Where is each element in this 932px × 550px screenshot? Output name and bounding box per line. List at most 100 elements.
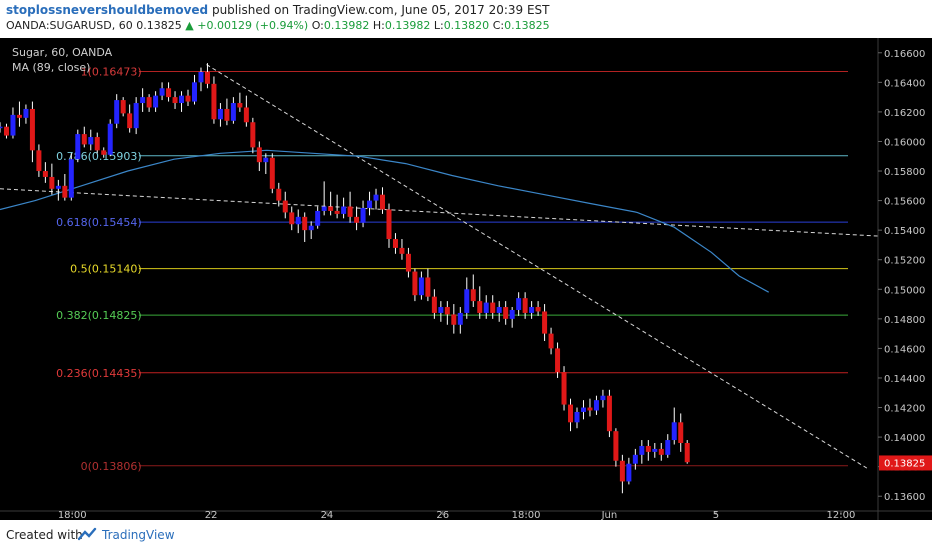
candle-101: [652, 443, 658, 458]
candle-body-22: [140, 97, 146, 104]
candle-body-47: [302, 216, 308, 231]
published-text: published on TradingView.com, June 05, 2…: [211, 3, 550, 17]
open-value: 0.13982: [323, 19, 370, 32]
candle-102: [658, 443, 664, 461]
candle-68: [438, 301, 444, 322]
candle-91: [587, 398, 593, 417]
candle-81: [522, 292, 528, 319]
candle-body-25: [159, 88, 165, 96]
candle-34: [217, 103, 223, 127]
legend-title: Sugar, 60, OANDA: [12, 46, 113, 59]
candle-50: [321, 181, 327, 216]
candle-body-49: [315, 210, 321, 226]
candle-90: [580, 400, 586, 420]
candle-body-64: [412, 271, 418, 296]
candle-body-78: [503, 307, 509, 319]
price-tag-box: [879, 455, 932, 471]
created-with-label: Created with: [6, 528, 83, 542]
candle-56: [360, 200, 366, 228]
high-value: 0.13982: [384, 19, 431, 32]
candle-60: [386, 203, 392, 248]
candle-body-71: [457, 312, 463, 325]
candle-body-94: [606, 395, 612, 432]
tradingview-logo-icon[interactable]: [78, 527, 98, 541]
candle-body-106: [684, 443, 690, 463]
candles: [0, 63, 690, 494]
candle-body-58: [373, 194, 379, 201]
candle-24: [153, 91, 159, 112]
candle-22: [140, 88, 146, 112]
candle-body-84: [542, 311, 548, 334]
candle-25: [159, 82, 165, 101]
tradingview-brand-link[interactable]: TradingView: [102, 528, 175, 542]
candle-body-50: [321, 206, 327, 211]
fib-label-3: 0.5(0.15140): [70, 263, 142, 276]
candle-97: [626, 457, 632, 485]
low-label: L:: [433, 19, 444, 32]
time-axis[interactable]: 18:00 22 24 26 18:00 Jun 5 12:00: [58, 510, 856, 520]
change-value: +0.00129 (+0.94%): [197, 19, 309, 32]
plot-area[interactable]: [0, 38, 878, 511]
candle-10: [62, 173, 68, 201]
candle-103: [665, 434, 671, 458]
candle-body-68: [438, 307, 444, 313]
candle-body-63: [405, 253, 411, 272]
candle-body-41: [263, 157, 269, 163]
candle-51: [328, 191, 334, 216]
candle-body-13: [81, 134, 87, 145]
y-tick-label-2: 0.16200: [884, 108, 925, 119]
candle-4: [23, 104, 29, 124]
candle-body-55: [354, 216, 360, 223]
candle-7: [42, 162, 48, 183]
x-tick-label-0: 18:00: [58, 510, 87, 520]
candle-45: [289, 206, 295, 231]
candle-body-93: [600, 395, 606, 401]
candle-body-44: [282, 200, 288, 213]
candle-body-74: [477, 301, 483, 313]
candle-67: [431, 289, 437, 319]
candle-104: [671, 407, 677, 445]
candle-body-97: [626, 463, 632, 482]
y-tick-label-12: 0.14200: [884, 404, 925, 415]
candle-body-70: [451, 314, 457, 325]
candle-body-37: [237, 103, 243, 108]
candle-body-27: [172, 97, 178, 104]
candle-body-98: [632, 454, 638, 464]
candle-89: [574, 407, 580, 429]
candle-66: [425, 268, 431, 302]
price-chart[interactable]: 1(0.16473)0.786(0.15903)0.618(0.15454)0.…: [0, 38, 932, 520]
candle-body-75: [483, 302, 489, 313]
last-price: 0.13825: [136, 19, 182, 32]
fib-label-5: 0.236(0.14435): [56, 367, 142, 380]
candle-1: [3, 123, 9, 139]
candle-body-60: [386, 209, 392, 240]
candle-21: [133, 97, 139, 135]
y-tick-label-9: 0.14800: [884, 315, 925, 326]
candle-body-34: [217, 108, 223, 120]
legend-ma[interactable]: MA (89, close): [12, 61, 90, 74]
candle-body-81: [522, 298, 528, 313]
x-tick-label-4: 18:00: [512, 510, 541, 520]
candle-78: [503, 301, 509, 325]
candle-77: [496, 301, 502, 322]
candle-body-73: [470, 289, 476, 302]
candle-6: [36, 144, 42, 177]
candle-41: [263, 153, 269, 174]
candle-body-9: [55, 185, 61, 189]
trendline-1: [206, 64, 868, 469]
y-tick-label-7: 0.15200: [884, 256, 925, 267]
x-tick-label-1: 22: [205, 510, 218, 520]
y-tick-label-11: 0.14400: [884, 374, 925, 385]
candle-98: [632, 448, 638, 470]
candle-43: [276, 182, 282, 207]
candle-body-82: [529, 307, 535, 313]
candle-body-1: [3, 126, 9, 136]
candle-64: [412, 268, 418, 302]
trendlines[interactable]: [0, 64, 879, 469]
candle-55: [354, 206, 360, 231]
candle-body-90: [580, 407, 586, 412]
candle-47: [302, 212, 308, 242]
candle-9: [55, 179, 61, 201]
candle-body-88: [568, 404, 574, 423]
author-link[interactable]: stoplossnevershouldbemoved: [6, 3, 209, 17]
